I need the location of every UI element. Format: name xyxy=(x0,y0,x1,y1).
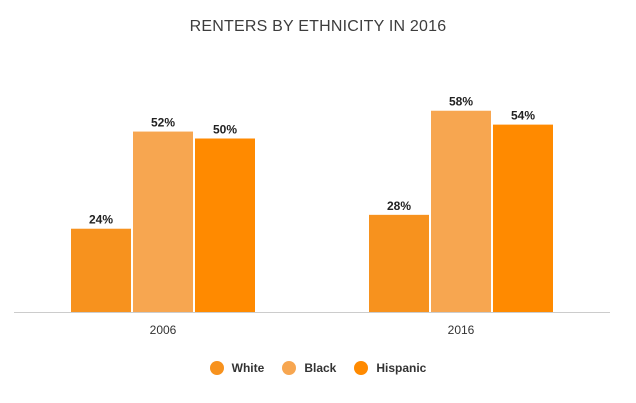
data-label-hispanic-2006: 50% xyxy=(213,123,237,137)
legend-label-white: White xyxy=(232,361,265,375)
data-label-black-2006: 52% xyxy=(151,116,175,130)
x-tick-label-2016: 2016 xyxy=(448,323,475,337)
data-label-black-2016: 58% xyxy=(449,95,473,109)
legend-swatch-white xyxy=(210,361,224,375)
data-label-white-2006: 24% xyxy=(89,213,113,227)
data-label-white-2016: 28% xyxy=(387,199,411,213)
x-tick-label-2006: 2006 xyxy=(150,323,177,337)
bar-chart: 24% 52% 50% 2006 28% 58% 54% 2016 xyxy=(0,0,636,403)
bar-white-2016 xyxy=(369,215,429,312)
legend-item-black: Black xyxy=(282,361,336,375)
legend-item-hispanic: Hispanic xyxy=(354,361,426,375)
bar-white-2006 xyxy=(71,229,131,312)
bar-hispanic-2016 xyxy=(493,125,553,312)
legend-label-hispanic: Hispanic xyxy=(376,361,426,375)
bar-black-2006 xyxy=(133,132,193,312)
data-label-hispanic-2016: 54% xyxy=(511,109,535,123)
legend-swatch-hispanic xyxy=(354,361,368,375)
legend-item-white: White xyxy=(210,361,265,375)
bar-black-2016 xyxy=(431,111,491,312)
legend-swatch-black xyxy=(282,361,296,375)
legend: White Black Hispanic xyxy=(0,361,636,375)
bar-hispanic-2006 xyxy=(195,139,255,313)
legend-label-black: Black xyxy=(304,361,336,375)
